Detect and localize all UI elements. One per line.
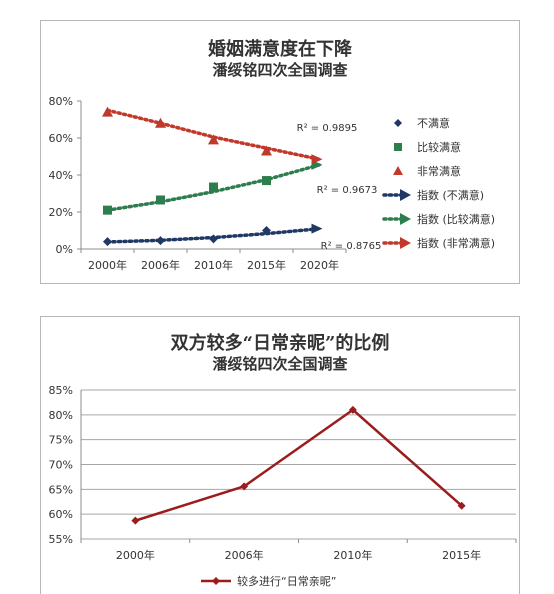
- chart-subtitle: 潘绥铭四次全国调查: [212, 355, 348, 373]
- y-tick-label: 80%: [49, 95, 73, 108]
- x-tick-label: 2010年: [333, 548, 372, 562]
- x-tick-label: 2020年: [300, 258, 339, 272]
- chart-panel-marriage-satisfaction: 婚姻满意度在下降 潘绥铭四次全国调查 0% 20% 40% 60% 80% 2000年 20…: [40, 20, 520, 284]
- y-tick-label: 60%: [49, 132, 73, 145]
- trendline-arrow: [311, 154, 323, 165]
- series-line: [134, 408, 463, 522]
- chart-title: 双方较多“日常亲昵”的比例: [170, 333, 390, 354]
- data-point: [457, 501, 466, 510]
- legend-arrow: [400, 189, 411, 201]
- trendline-arrow: [311, 223, 323, 234]
- data-point: [261, 145, 272, 156]
- x-tick-label: 2010年: [194, 258, 233, 272]
- y-tick-label: 55%: [49, 533, 73, 546]
- legend-label: 非常满意: [417, 164, 461, 178]
- x-tick-label: 2006年: [141, 258, 180, 272]
- legend-label: 不满意: [417, 116, 450, 130]
- data-point: [155, 117, 166, 128]
- legend-label: 比较满意: [417, 140, 461, 154]
- chart-plot-intimacy: 55% 60% 65% 70% 75% 80% 85% 2000年 2006年 2010年 2015…: [49, 384, 517, 588]
- legend-arrow: [400, 213, 411, 225]
- data-point: [209, 182, 218, 192]
- y-tick-label: 20%: [49, 206, 73, 219]
- legend-marker: [212, 577, 220, 585]
- data-point: [156, 195, 165, 205]
- y-tick-label: 40%: [49, 169, 73, 182]
- data-point: [102, 106, 113, 117]
- data-point: [131, 516, 140, 525]
- legend-label: 较多进行“日常亲昵”: [237, 574, 336, 588]
- x-tick-label: 2015年: [247, 258, 286, 272]
- data-point: [240, 482, 249, 491]
- chart-panel-intimacy: 双方较多“日常亲昵”的比例 潘绥铭四次全国调查 55% 60% 65% 70% 75% 8…: [40, 316, 520, 594]
- y-tick-label: 65%: [49, 483, 73, 496]
- y-tick-label: 0%: [56, 243, 73, 256]
- trendline: [105, 163, 322, 212]
- r-squared-label: R² = 0.8765: [321, 241, 382, 252]
- legend-label: 指数 (不满意): [417, 188, 484, 202]
- data-point: [348, 405, 357, 414]
- y-tick-label: 75%: [49, 434, 73, 447]
- data-point: [103, 205, 112, 215]
- x-tick-label: 2015年: [442, 548, 481, 562]
- data-point: [156, 236, 165, 246]
- x-tick-label: 2000年: [116, 548, 155, 562]
- legend-marker: [394, 119, 402, 127]
- legend-marker: [393, 166, 403, 175]
- y-tick-label: 85%: [49, 384, 73, 397]
- r-squared-label: R² = 0.9895: [297, 123, 358, 134]
- y-tick-label: 60%: [49, 508, 73, 521]
- y-tick-label: 70%: [49, 459, 73, 472]
- legend-marker: [394, 143, 402, 151]
- r-squared-label: R² = 0.9673: [317, 185, 378, 196]
- legend-label: 指数 (比较满意): [417, 212, 495, 226]
- data-point: [262, 176, 271, 186]
- x-tick-label: 2000年: [88, 258, 127, 272]
- y-tick-label: 80%: [49, 409, 73, 422]
- data-point: [103, 237, 112, 247]
- data-point: [208, 134, 219, 145]
- legend-label: 指数 (非常满意): [417, 236, 495, 250]
- chart-title: 婚姻满意度在下降: [208, 39, 352, 60]
- chart-subtitle: 潘绥铭四次全国调查: [212, 61, 348, 79]
- chart-plot-satisfaction: 0% 20% 40% 60% 80% 2000年 2006年 2010年 2015年 2020年 R…: [49, 95, 496, 272]
- legend-arrow: [400, 237, 411, 249]
- data-point: [209, 234, 218, 244]
- x-tick-label: 2006年: [225, 548, 264, 562]
- data-point: [262, 226, 271, 235]
